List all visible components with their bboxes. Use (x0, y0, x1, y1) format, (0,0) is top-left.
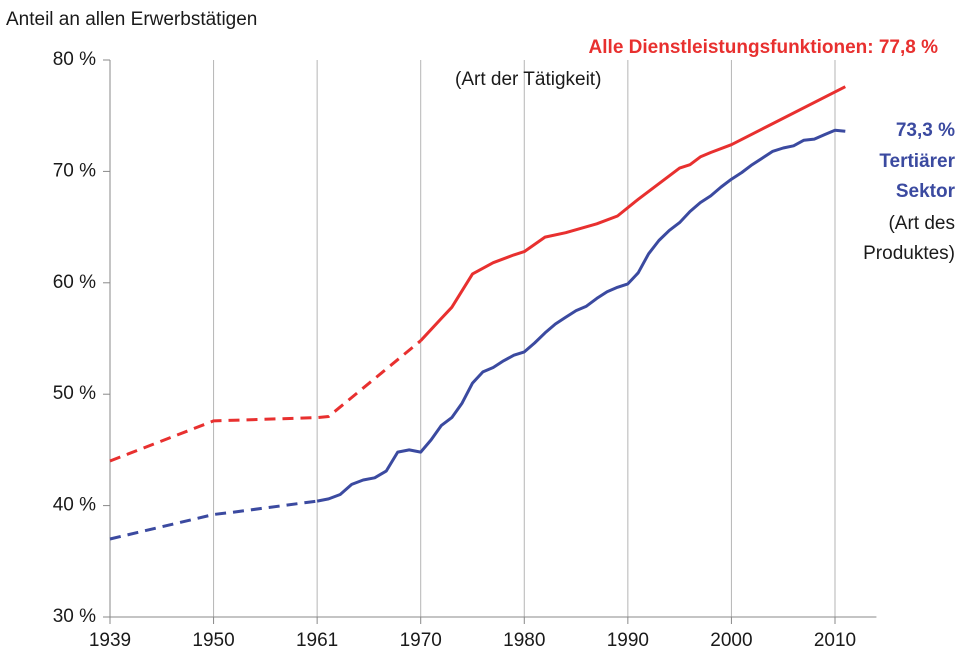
annotation: (Art der Tätigkeit) (455, 69, 601, 90)
annotation: Alle Dienstleistungsfunktionen: 77,8 % (589, 37, 939, 58)
y-tick-label: 80 % (53, 49, 96, 70)
x-tick-label: 1939 (89, 630, 131, 651)
x-tick-label: 1970 (400, 630, 442, 651)
line (109, 339, 422, 463)
line (316, 128, 846, 503)
x-tick-label: 2010 (814, 630, 856, 651)
x-tick-label: 1980 (503, 630, 545, 651)
x-tick-label: 1990 (607, 630, 649, 651)
x-tick-label: 1950 (192, 630, 234, 651)
line (109, 499, 318, 541)
x-tick-label: 1961 (296, 630, 338, 651)
annotation: Sektor (896, 181, 956, 202)
annotation: 73,3 % (896, 120, 955, 141)
annotation: (Art des (888, 213, 955, 234)
y-tick-label: 60 % (53, 272, 96, 293)
y-tick-label: 40 % (53, 495, 96, 516)
y-tick-label: 70 % (53, 160, 96, 181)
axis-title: Anteil an allen Erwerbstätigen (6, 9, 257, 30)
x-tick-label: 2000 (710, 630, 752, 651)
annotation: Tertiärer (879, 151, 955, 172)
y-tick-label: 30 % (53, 606, 96, 627)
line (419, 85, 846, 342)
annotation: Produktes) (863, 243, 955, 264)
y-tick-label: 50 % (53, 383, 96, 404)
